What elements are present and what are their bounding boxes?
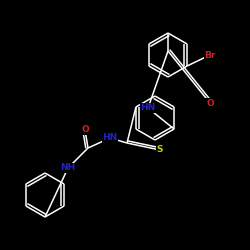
Text: S: S: [157, 146, 163, 154]
Text: HN: HN: [140, 104, 156, 112]
Text: Br: Br: [204, 50, 216, 59]
Text: O: O: [206, 98, 214, 108]
Text: NH: NH: [60, 164, 76, 172]
Text: O: O: [81, 126, 89, 134]
Text: HN: HN: [102, 134, 118, 142]
